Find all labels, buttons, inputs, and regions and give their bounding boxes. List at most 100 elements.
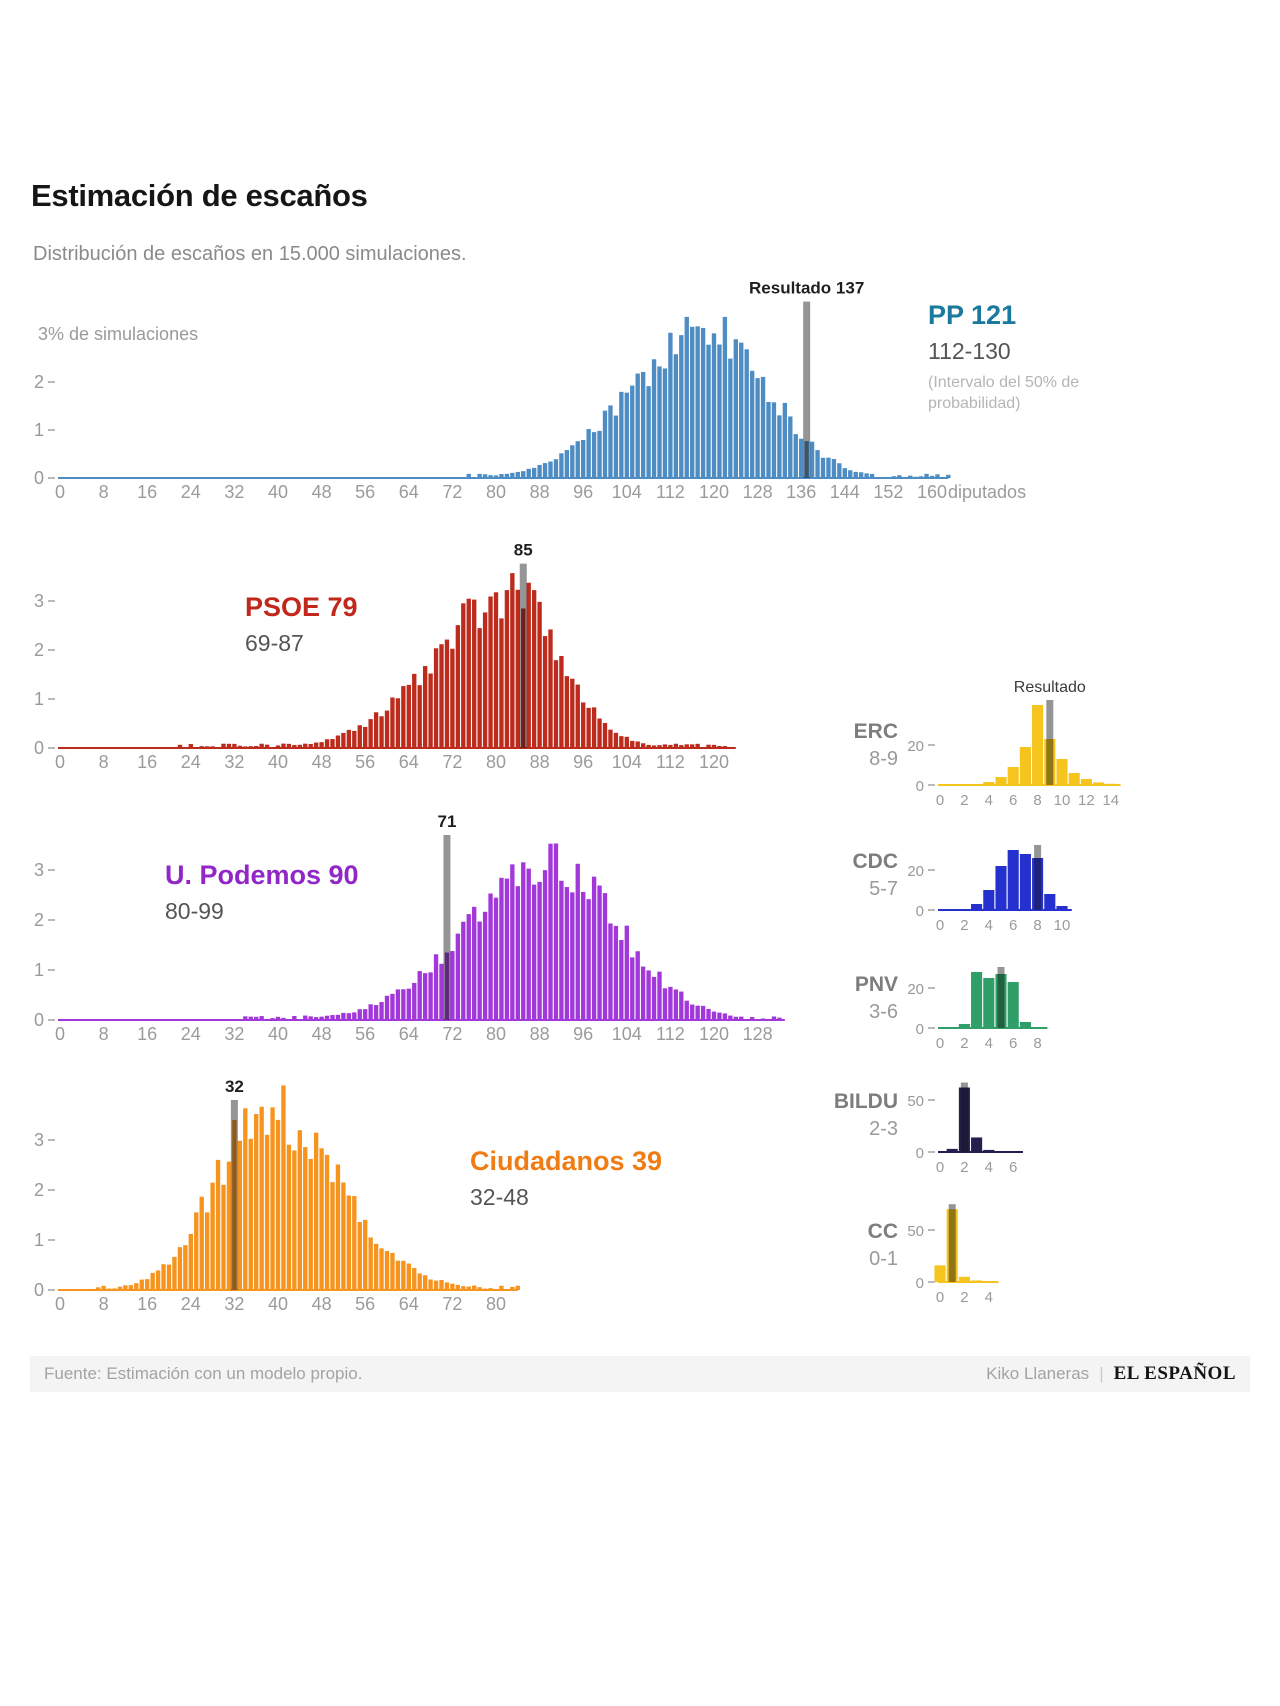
psoe-estimate-label: PSOE 79: [245, 592, 358, 622]
histogram-bar: [384, 1251, 390, 1290]
histogram-bar: [542, 463, 548, 478]
x-tick-label: 48: [312, 1294, 332, 1314]
histogram-bar: [1056, 906, 1068, 910]
histogram-bar: [521, 862, 526, 1020]
result-marker: [443, 835, 451, 1020]
x-tick-label: 10: [1054, 917, 1071, 934]
histogram-bar: [526, 582, 531, 748]
x-tick-label: 2: [960, 792, 968, 809]
histogram-bar: [684, 744, 689, 748]
histogram-bar: [412, 982, 417, 1020]
histogram-bar: [450, 951, 455, 1020]
histogram-bar: [531, 884, 537, 1020]
y-axis-note: 3% de simulaciones: [38, 324, 198, 344]
histogram-bar: [254, 1114, 259, 1290]
histogram-bar: [624, 392, 629, 478]
x-tick-label: 24: [181, 752, 201, 772]
histogram-bar: [341, 732, 346, 748]
histogram-bar: [346, 1013, 352, 1020]
histogram-bar: [188, 1233, 193, 1290]
histogram-bar: [722, 1013, 728, 1020]
histogram-bar: [804, 441, 809, 478]
histogram-bar: [946, 474, 951, 478]
histogram-bar: [586, 429, 591, 478]
histogram-bar: [395, 698, 401, 748]
histogram-bar: [297, 1018, 302, 1020]
x-tick-label: 80: [486, 1024, 506, 1044]
cs-interval-label: 32-48: [470, 1184, 529, 1210]
histogram-bar: [166, 1264, 172, 1290]
histogram-bar: [493, 592, 499, 748]
histogram-bar: [559, 655, 564, 748]
histogram-bar: [971, 972, 983, 1028]
histogram-bar: [983, 1281, 995, 1282]
histogram-bar: [172, 1256, 177, 1290]
histogram-bar: [390, 993, 395, 1020]
x-tick-label: 56: [355, 482, 375, 502]
histogram-bar: [439, 644, 444, 748]
bildu-interval-label: 2-3: [869, 1118, 898, 1140]
histogram-bar: [395, 1260, 401, 1290]
x-tick-label: 112: [656, 752, 685, 772]
histogram-bar: [232, 743, 237, 748]
source-note: Fuente: Estimación con un modelo propio.: [44, 1364, 363, 1383]
histogram-bar: [946, 1209, 958, 1282]
histogram-bar: [771, 402, 777, 478]
histogram-bar: [640, 372, 646, 478]
histogram-bar: [477, 921, 482, 1020]
histogram-bar: [472, 906, 477, 1020]
histogram-bar: [417, 971, 422, 1020]
histogram-bar: [679, 991, 684, 1020]
histogram-bar: [581, 439, 586, 478]
y-tick-label: 0: [34, 1010, 44, 1030]
podemos-label-block: U. Podemos 90 80-99: [165, 860, 359, 925]
histogram-bar: [221, 743, 226, 748]
histogram-bar: [1032, 705, 1044, 785]
x-tick-label: 72: [442, 482, 462, 502]
histogram-bar: [679, 745, 684, 748]
histogram-bar: [826, 457, 831, 478]
cc-party-label: CC: [867, 1220, 898, 1243]
bildu-party-label: BILDU: [833, 1090, 898, 1113]
histogram-bar: [739, 1016, 744, 1020]
bildu-label-block: BILDU 2-3: [834, 1090, 898, 1141]
histogram-bar: [749, 1017, 755, 1020]
histogram-bar: [515, 589, 520, 748]
histogram-bar: [444, 952, 450, 1020]
histogram-bar: [259, 1016, 264, 1020]
histogram-bar: [352, 1012, 357, 1020]
y-tick-label: 0: [916, 1145, 924, 1162]
histogram-bar: [760, 376, 766, 478]
x-tick-label: 0: [55, 1024, 65, 1044]
histogram-bar: [510, 1286, 515, 1290]
histogram-bar: [706, 744, 711, 748]
histogram-bar: [602, 410, 608, 478]
histogram-bar: [837, 463, 842, 478]
histogram-bar: [188, 744, 193, 748]
histogram-bar: [466, 473, 471, 478]
x-tick-label: 32: [224, 1294, 244, 1314]
histogram-bar: [363, 726, 368, 748]
histogram-bar: [384, 710, 390, 748]
histogram-bar: [760, 1018, 766, 1020]
histogram-bar: [237, 1140, 243, 1290]
histogram-bar: [537, 881, 542, 1020]
histogram-bar: [275, 1119, 281, 1290]
y-tick-label: 2: [34, 910, 44, 930]
histogram-bar: [646, 970, 651, 1020]
histogram-bar: [858, 472, 864, 478]
x-tick-label: 2: [960, 1159, 968, 1176]
histogram-bar: [635, 951, 640, 1020]
x-tick-label: 48: [312, 1024, 332, 1044]
x-tick-label: 14: [1102, 792, 1119, 809]
histogram-bar: [297, 1130, 302, 1290]
histogram-bar: [379, 1248, 384, 1290]
histogram-bar: [472, 1285, 477, 1290]
pp-interval-note: (Intervalo del 50% de probabilidad): [928, 374, 1080, 412]
histogram-bar: [510, 573, 515, 748]
histogram-bar: [428, 972, 433, 1020]
psoe-chart: 0 1 2 3 0 8 16 24 32 40 48 56 64 72 80 88 96 104 112 120 85: [20, 540, 800, 785]
histogram-bar: [101, 1285, 106, 1290]
histogram-bar: [335, 735, 341, 748]
histogram-bar: [199, 1196, 204, 1290]
